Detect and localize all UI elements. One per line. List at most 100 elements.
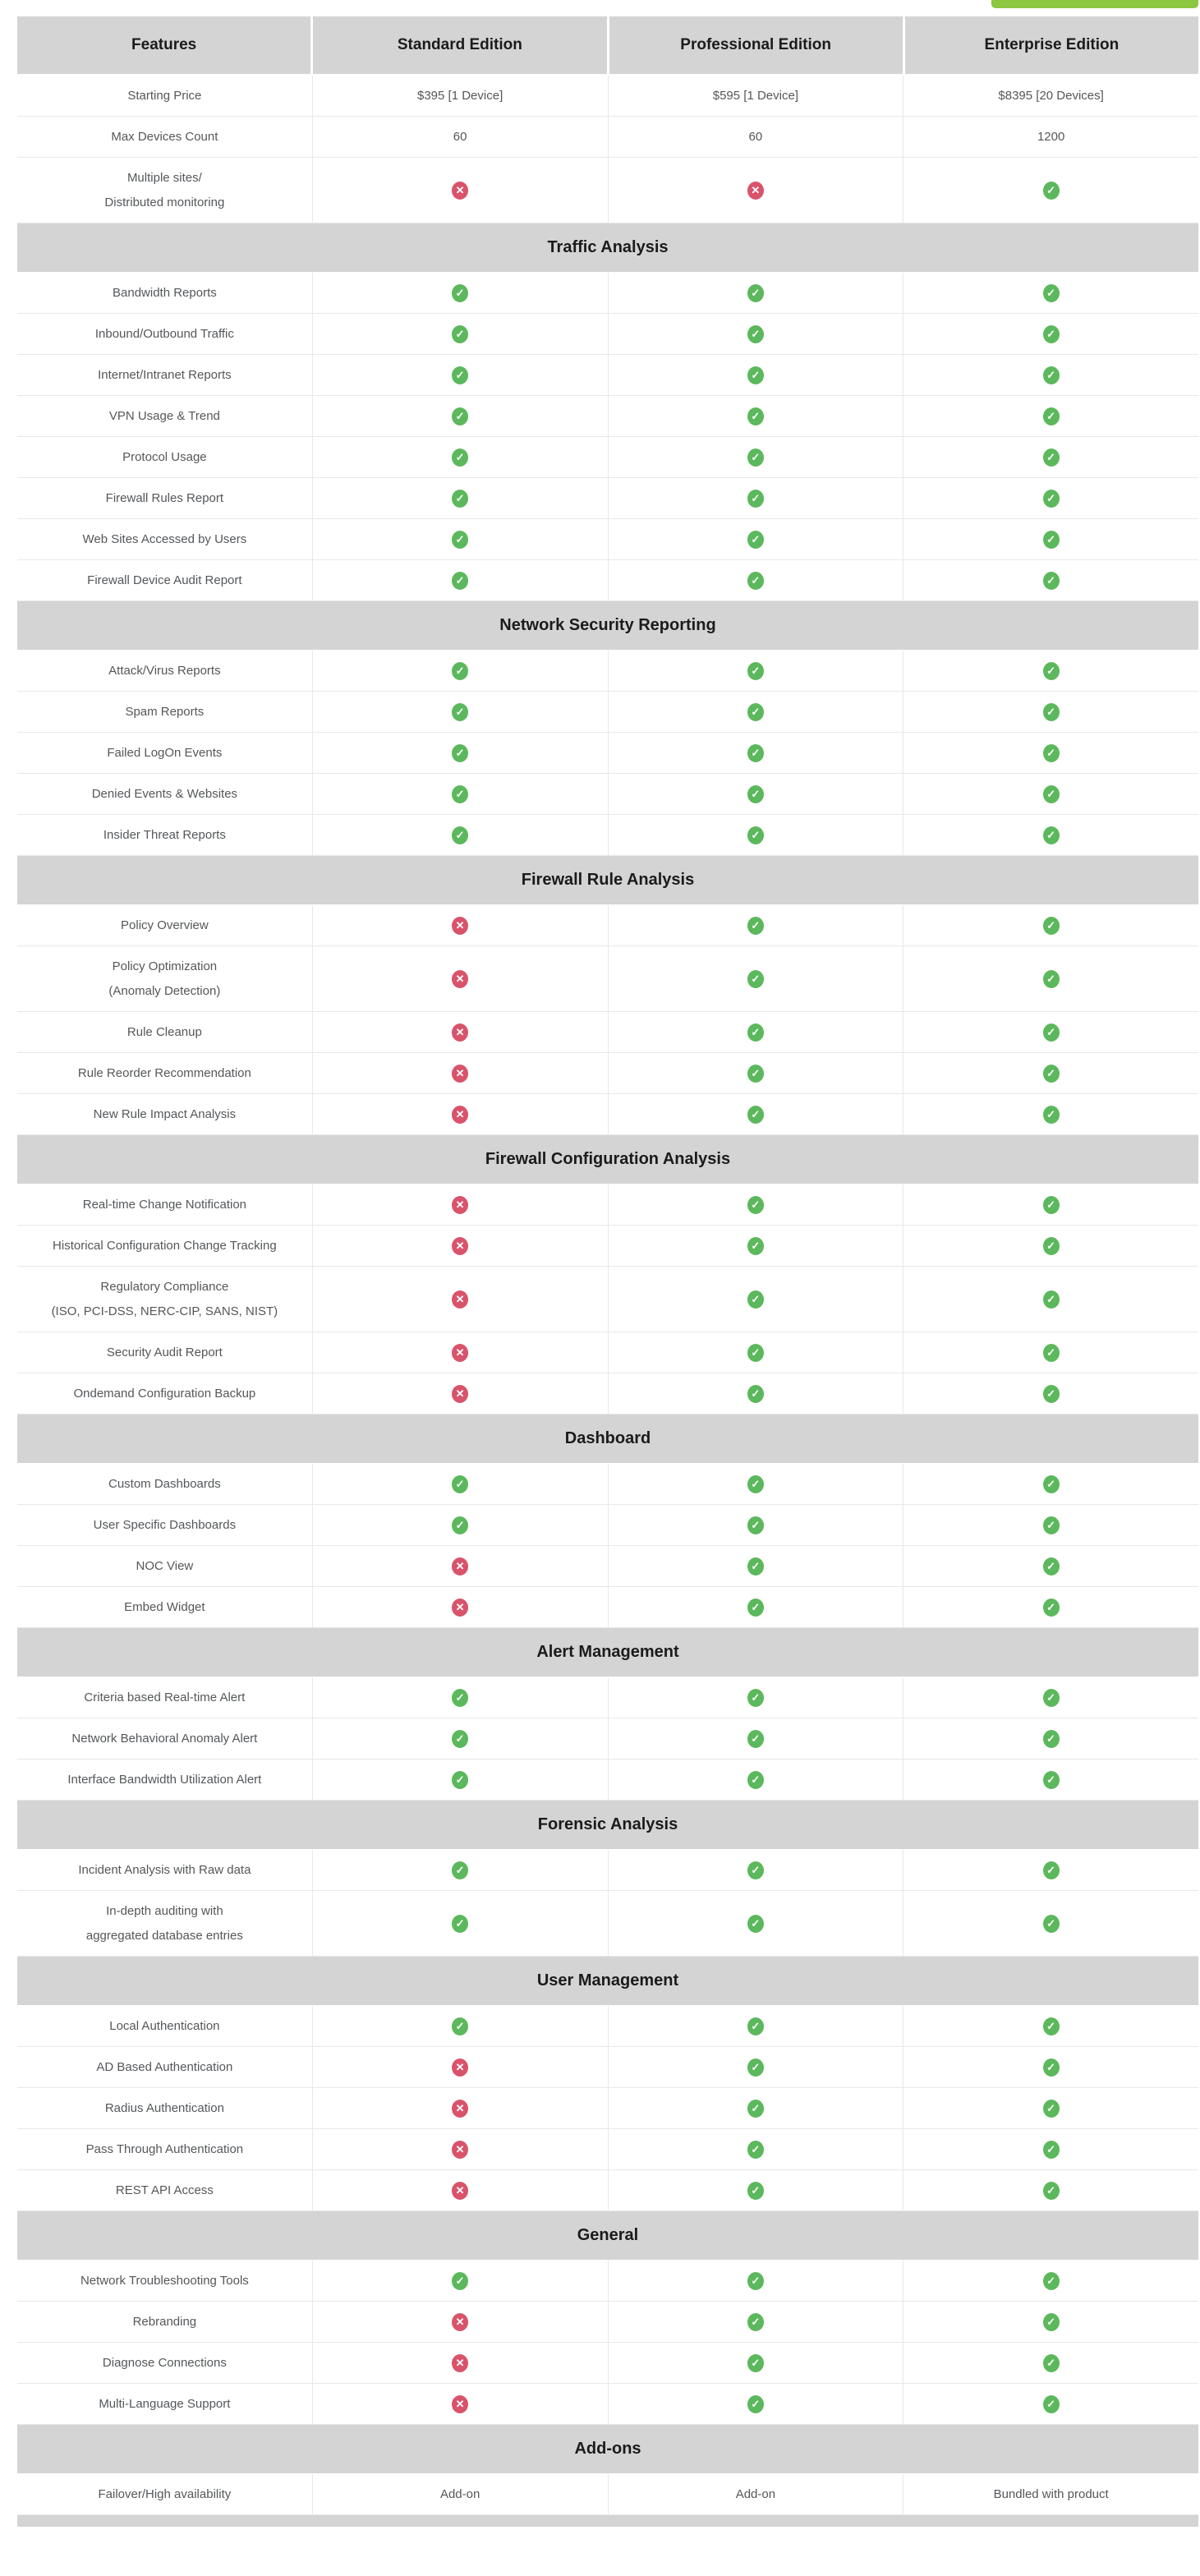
value-cell: ✓ [903, 355, 1198, 395]
cross-icon: ✕ [452, 2140, 469, 2159]
value-cell: ✓ [903, 733, 1198, 773]
value-cell: ✓ [903, 1546, 1198, 1586]
value-cell: ✓ [903, 1718, 1198, 1759]
check-icon: ✓ [452, 2017, 469, 2036]
check-icon: ✓ [1042, 181, 1060, 200]
feature-label-cell: Web Sites Accessed by Users [17, 519, 312, 559]
cross-icon: ✕ [747, 181, 764, 200]
check-icon: ✓ [1042, 702, 1060, 721]
feature-label: Historical Configuration Change Tracking [53, 1239, 277, 1253]
check-icon: ✓ [747, 2017, 764, 2036]
feature-row: Radius Authentication ✕ ✓ ✓ [17, 2088, 1198, 2129]
value-cell: ✓ [903, 519, 1198, 559]
value-cell: ✓ [903, 905, 1198, 945]
value-cell: ✓ [311, 651, 608, 691]
value-cell: ✓ [311, 560, 608, 600]
value-cell: $595 [1 Device] [607, 76, 903, 116]
cta-button[interactable] [991, 0, 1198, 8]
check-icon: ✓ [1042, 2058, 1060, 2077]
cross-icon: ✕ [452, 1236, 469, 1255]
feature-label-cell: User Specific Dashboards [17, 1505, 312, 1545]
value-cell: ✕ [607, 158, 903, 223]
feature-label-cell: Failed LogOn Events [17, 733, 312, 773]
check-icon: ✓ [747, 1729, 764, 1748]
feature-row: Historical Configuration Change Tracking… [17, 1226, 1198, 1267]
value-cell: ✓ [607, 2343, 903, 2383]
feature-label-cell: Policy Optimization (Anomaly Detection) [17, 946, 312, 1011]
feature-label: Denied Events & Websites [91, 787, 238, 801]
check-icon: ✓ [1042, 916, 1060, 935]
value-cell: ✓ [607, 815, 903, 855]
check-icon: ✓ [747, 448, 764, 467]
value-cell: ✕ [311, 1012, 608, 1052]
table-body: Starting Price $395 [1 Device] $595 [1 Dev… [17, 76, 1198, 2515]
value-cell: ✓ [903, 815, 1198, 855]
value-cell: ✓ [903, 1373, 1198, 1414]
section-header-row: Forensic Analysis [17, 1801, 1198, 1850]
value-cell: ✓ [903, 158, 1198, 223]
feature-row: Regulatory Compliance (ISO, PCI-DSS, NERC… [17, 1267, 1198, 1332]
value-cell: ✕ [311, 1332, 608, 1373]
check-icon: ✓ [1042, 661, 1060, 680]
value-cell: ✓ [607, 774, 903, 814]
value-cell: ✕ [311, 1587, 608, 1627]
check-icon: ✓ [1042, 2017, 1060, 2036]
feature-label-cell: Historical Configuration Change Tracking [17, 1226, 312, 1266]
feature-label: VPN Usage & Trend [108, 409, 220, 423]
feature-label-cell: Firewall Device Audit Report [17, 560, 312, 600]
value-cell: ✓ [903, 2129, 1198, 2169]
check-icon: ✓ [452, 2271, 469, 2290]
check-icon: ✓ [1042, 2271, 1060, 2290]
feature-row: Multi-Language Support ✕ ✓ ✓ [17, 2384, 1198, 2425]
check-icon: ✓ [1042, 2312, 1060, 2331]
feature-row: Embed Widget ✕ ✓ ✓ [17, 1587, 1198, 1628]
check-icon: ✓ [452, 1861, 469, 1879]
feature-label-cell: Ondemand Configuration Backup [17, 1373, 312, 1414]
feature-label-cell: VPN Usage & Trend [17, 396, 312, 436]
cross-icon: ✕ [452, 1195, 469, 1214]
value-cell: ✓ [607, 314, 903, 354]
value-text: 1200 [1037, 130, 1065, 144]
value-cell: ✓ [311, 1718, 608, 1759]
value-cell: ✕ [311, 2088, 608, 2128]
value-cell: ✓ [607, 1332, 903, 1373]
value-cell: ✓ [903, 1587, 1198, 1627]
cross-icon: ✕ [452, 1343, 469, 1362]
value-cell: ✓ [903, 1184, 1198, 1225]
value-text: 60 [748, 130, 763, 144]
check-icon: ✓ [1042, 2140, 1060, 2159]
feature-label: Failover/High availability [98, 2487, 232, 2501]
value-cell: ✓ [607, 905, 903, 945]
value-cell: ✓ [607, 396, 903, 436]
value-cell: ✓ [607, 1891, 903, 1956]
feature-row: In-depth auditing with aggregated databas… [17, 1891, 1198, 1957]
value-cell: ✕ [311, 2047, 608, 2087]
feature-row: Starting Price $395 [1 Device] $595 [1 Dev… [17, 76, 1198, 117]
check-icon: ✓ [452, 366, 469, 384]
column-header: Standard Edition [310, 16, 607, 74]
check-icon: ✓ [747, 2099, 764, 2118]
cross-icon: ✕ [452, 2181, 469, 2200]
feature-label: Pass Through Authentication [85, 2142, 244, 2156]
check-icon: ✓ [452, 571, 469, 590]
feature-label-cell: Incident Analysis with Raw data [17, 1850, 312, 1890]
feature-label: Ondemand Configuration Backup [73, 1387, 256, 1401]
check-icon: ✓ [1042, 2181, 1060, 2200]
cross-icon: ✕ [452, 1105, 469, 1124]
check-icon: ✓ [747, 1474, 764, 1493]
feature-label: Bandwidth Reports [113, 286, 217, 300]
edition-comparison-table: Features Standard Edition Professional Edi… [17, 16, 1198, 2527]
check-icon: ✓ [747, 1861, 764, 1879]
cross-icon: ✕ [452, 916, 469, 935]
value-cell: ✓ [607, 1546, 903, 1586]
value-cell: ✓ [903, 478, 1198, 518]
feature-row: Failed LogOn Events ✓ ✓ ✓ [17, 733, 1198, 774]
check-icon: ✓ [452, 530, 469, 549]
feature-label-cell: AD Based Authentication [17, 2047, 312, 2087]
feature-row: Protocol Usage ✓ ✓ ✓ [17, 437, 1198, 478]
feature-row: Bandwidth Reports ✓ ✓ ✓ [17, 273, 1198, 314]
check-icon: ✓ [1042, 530, 1060, 549]
check-icon: ✓ [452, 324, 469, 343]
section-header-row: Firewall Rule Analysis [17, 856, 1198, 905]
check-icon: ✓ [747, 702, 764, 721]
